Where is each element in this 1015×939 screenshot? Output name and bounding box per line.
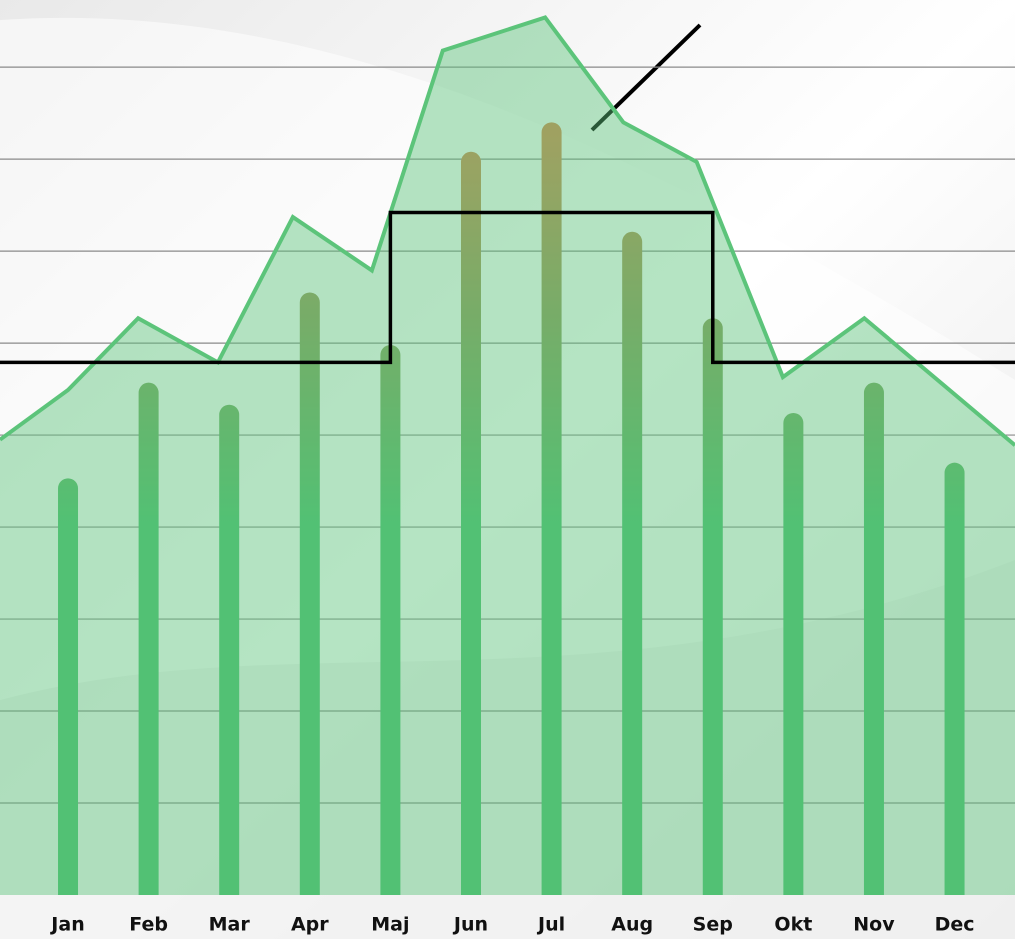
bar bbox=[541, 122, 562, 895]
area-line bbox=[0, 15, 1015, 447]
bar bbox=[58, 478, 79, 895]
x-tick-label: Jul bbox=[536, 914, 565, 936]
bar bbox=[380, 344, 401, 895]
x-tick-label: Feb bbox=[129, 914, 168, 936]
x-tick-label: Nov bbox=[853, 914, 895, 936]
background-wave bbox=[0, 560, 1015, 939]
bar bbox=[783, 413, 804, 895]
x-tick-label: Sep bbox=[693, 914, 733, 936]
x-tick-label: Maj bbox=[371, 914, 409, 936]
bar bbox=[622, 231, 643, 895]
bar bbox=[299, 292, 320, 896]
bar bbox=[460, 151, 481, 895]
x-tick-label: Jan bbox=[49, 914, 84, 936]
bar bbox=[702, 318, 723, 896]
bar bbox=[863, 382, 884, 895]
area-fill bbox=[0, 17, 1015, 896]
bar bbox=[138, 382, 159, 895]
x-tick-label: Dec bbox=[935, 914, 975, 936]
step-line bbox=[0, 210, 1015, 365]
bar bbox=[944, 462, 965, 895]
x-tick-label: Aug bbox=[611, 914, 653, 936]
x-tick-label: Jun bbox=[452, 914, 488, 936]
x-tick-label: Mar bbox=[209, 914, 251, 936]
bar bbox=[219, 404, 240, 895]
annotation-pointer bbox=[590, 23, 702, 132]
x-tick-label: Okt bbox=[774, 914, 812, 936]
x-tick-label: Apr bbox=[291, 914, 329, 936]
